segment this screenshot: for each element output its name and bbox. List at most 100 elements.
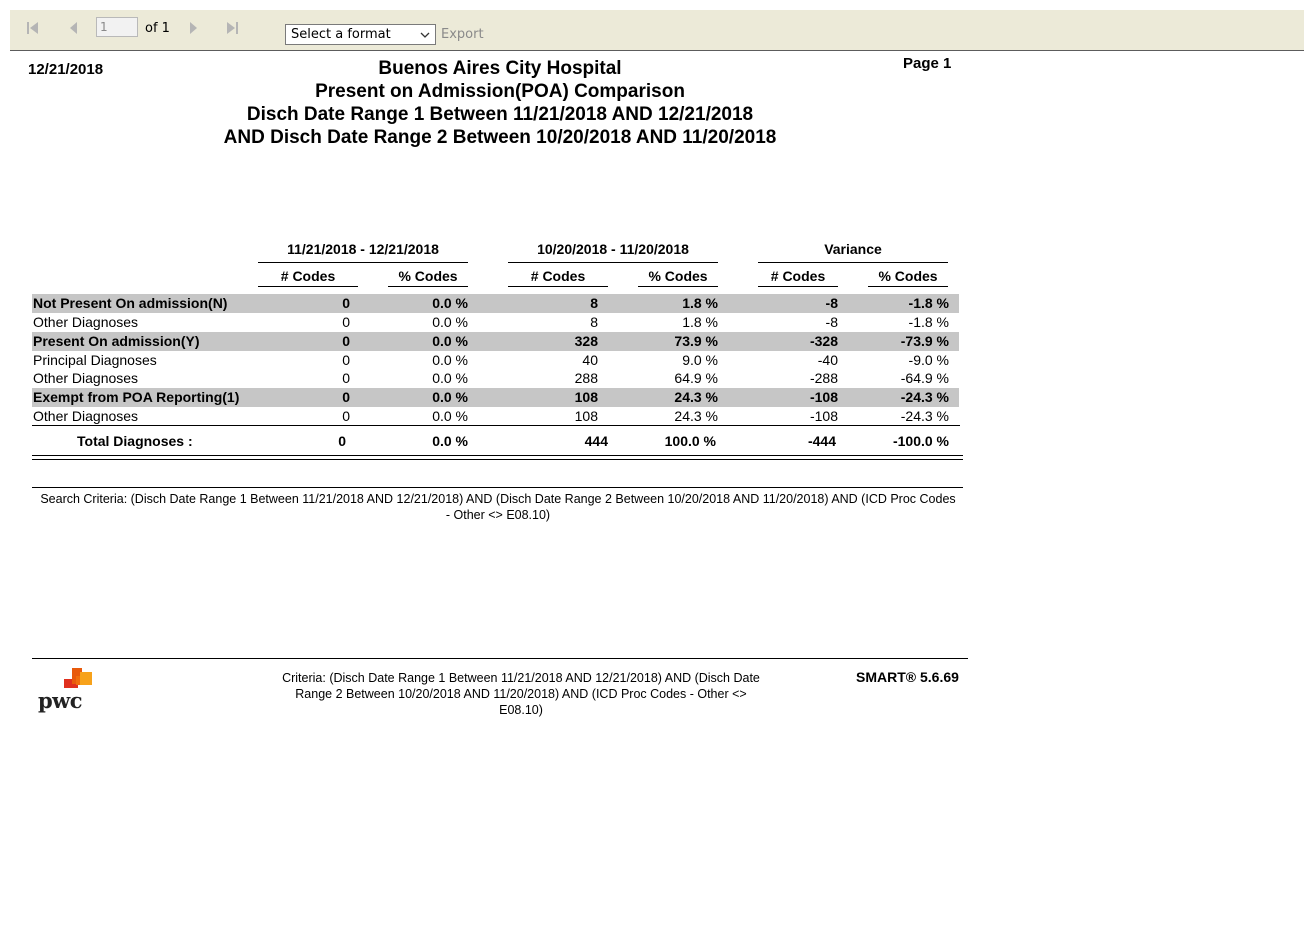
column-header: % Codes [648,268,708,284]
report-viewer-toolbar: of 1 Select a format Export [10,10,1304,51]
cell-value: 8 [590,295,598,311]
cell-value: 0.0 % [432,389,468,405]
cell-value: 24.3 % [674,389,718,405]
table-row-category: Present On admission(Y) 0 0.0 % 328 73.9… [32,332,959,351]
footer-criteria-text: Criteria: (Disch Date Range 1 Between 11… [282,671,760,717]
total-value: 0 [338,433,346,449]
row-label: Present On admission(Y) [33,333,200,349]
cell-value: 0.0 % [432,408,468,424]
search-criteria-divider [32,487,963,488]
cell-value: 0.0 % [432,333,468,349]
group-header-divider [258,262,468,263]
cell-value: -40 [817,352,838,368]
cell-value: 0 [342,352,350,368]
export-link[interactable]: Export [441,27,484,42]
column-header-underline [868,286,948,287]
cell-value: -24.3 % [900,389,949,405]
last-page-button[interactable] [224,20,240,36]
row-label: Exempt from POA Reporting(1) [33,389,240,405]
cell-value: 328 [574,333,598,349]
total-value: 100.0 % [664,433,716,449]
total-value: -100.0 % [892,433,949,449]
cell-value: 0.0 % [432,352,468,368]
cell-value: 0 [342,333,350,349]
total-label: Total Diagnoses : [77,433,193,449]
cell-value: 0 [342,295,350,311]
footer-divider [32,658,968,659]
cell-value: -8 [825,314,838,330]
next-page-button[interactable] [185,20,201,36]
cell-value: -108 [809,408,838,424]
group-header-divider [508,262,718,263]
previous-page-icon [70,22,77,34]
page-number-input[interactable] [96,17,138,37]
cell-value: 0.0 % [432,370,468,386]
column-header: # Codes [280,268,336,284]
cell-value: 40 [582,352,598,368]
cell-value: 0 [342,370,350,386]
table-row: Other Diagnoses 0 0.0 % 288 64.9 % -288 … [32,369,959,388]
cell-value: 0.0 % [432,314,468,330]
cell-value: -64.9 % [900,370,949,386]
total-value: 0.0 % [432,433,468,449]
cell-value: 9.0 % [682,352,718,368]
column-header-underline [388,286,468,287]
row-label: Not Present On admission(N) [33,295,228,311]
column-header: % Codes [878,268,938,284]
previous-page-button[interactable] [66,20,82,36]
group-header-range2: 10/20/2018 - 11/20/2018 [537,241,689,257]
export-format-select[interactable]: Select a format [285,24,436,45]
double-underline [32,459,963,460]
group-header-range1: 11/21/2018 - 12/21/2018 [287,241,439,257]
row-label: Other Diagnoses [33,370,139,386]
column-header: # Codes [770,268,826,284]
cell-value: 64.9 % [674,370,718,386]
cell-value: 1.8 % [682,295,718,311]
cell-value: 0 [342,389,350,405]
report-title-name: Present on Admission(POA) Comparison [315,81,685,102]
cell-value: -108 [809,389,838,405]
cell-value: 1.8 % [682,314,718,330]
cell-value: 108 [574,389,598,405]
table-row: Other Diagnoses 0 0.0 % 8 1.8 % -8 -1.8 … [32,313,959,332]
pwc-logo: pwc [36,668,98,714]
cell-value: -73.9 % [900,333,949,349]
product-version: SMART® 5.6.69 [856,669,959,685]
table-total-row: Total Diagnoses : 0 0.0 % 444 100.0 % -4… [32,433,959,452]
table-row-category: Not Present On admission(N) 0 0.0 % 8 1.… [32,294,959,313]
total-divider [32,425,960,426]
group-header-divider [758,262,948,263]
report-run-date: 12/21/2018 [28,61,104,78]
last-page-icon [227,22,238,34]
cell-value: 288 [574,370,598,386]
row-label: Other Diagnoses [33,408,139,424]
cell-value: 24.3 % [674,408,718,424]
report-title-block: Buenos Aires City Hospital Present on Ad… [150,57,850,149]
cell-value: -1.8 % [908,314,949,330]
chevron-down-icon [420,32,430,38]
column-header-underline [638,286,718,287]
row-label: Principal Diagnoses [33,352,157,368]
total-value: -444 [807,433,836,449]
report-title-hospital: Buenos Aires City Hospital [378,58,622,79]
row-label: Other Diagnoses [33,314,139,330]
table-row-category: Exempt from POA Reporting(1) 0 0.0 % 108… [32,388,959,407]
cell-value: 108 [574,408,598,424]
table-row: Principal Diagnoses 0 0.0 % 40 9.0 % -40… [32,351,959,370]
report-title-range2: AND Disch Date Range 2 Between 10/20/201… [223,127,777,148]
double-underline [32,455,963,456]
cell-value: 0.0 % [432,295,468,311]
report-title-range1: Disch Date Range 1 Between 11/21/2018 AN… [246,104,754,125]
group-header-variance: Variance [824,241,882,257]
cell-value: 0 [342,314,350,330]
next-page-icon [190,22,197,34]
cell-value: -8 [825,295,838,311]
column-header: # Codes [530,268,586,284]
cell-value: -9.0 % [908,352,949,368]
first-page-button[interactable] [25,20,41,36]
format-select-value: Select a format [291,27,391,42]
column-header: % Codes [398,268,458,284]
report-page-label: Page 1 [903,55,952,72]
cell-value: 8 [590,314,598,330]
cell-value: 0 [342,408,350,424]
